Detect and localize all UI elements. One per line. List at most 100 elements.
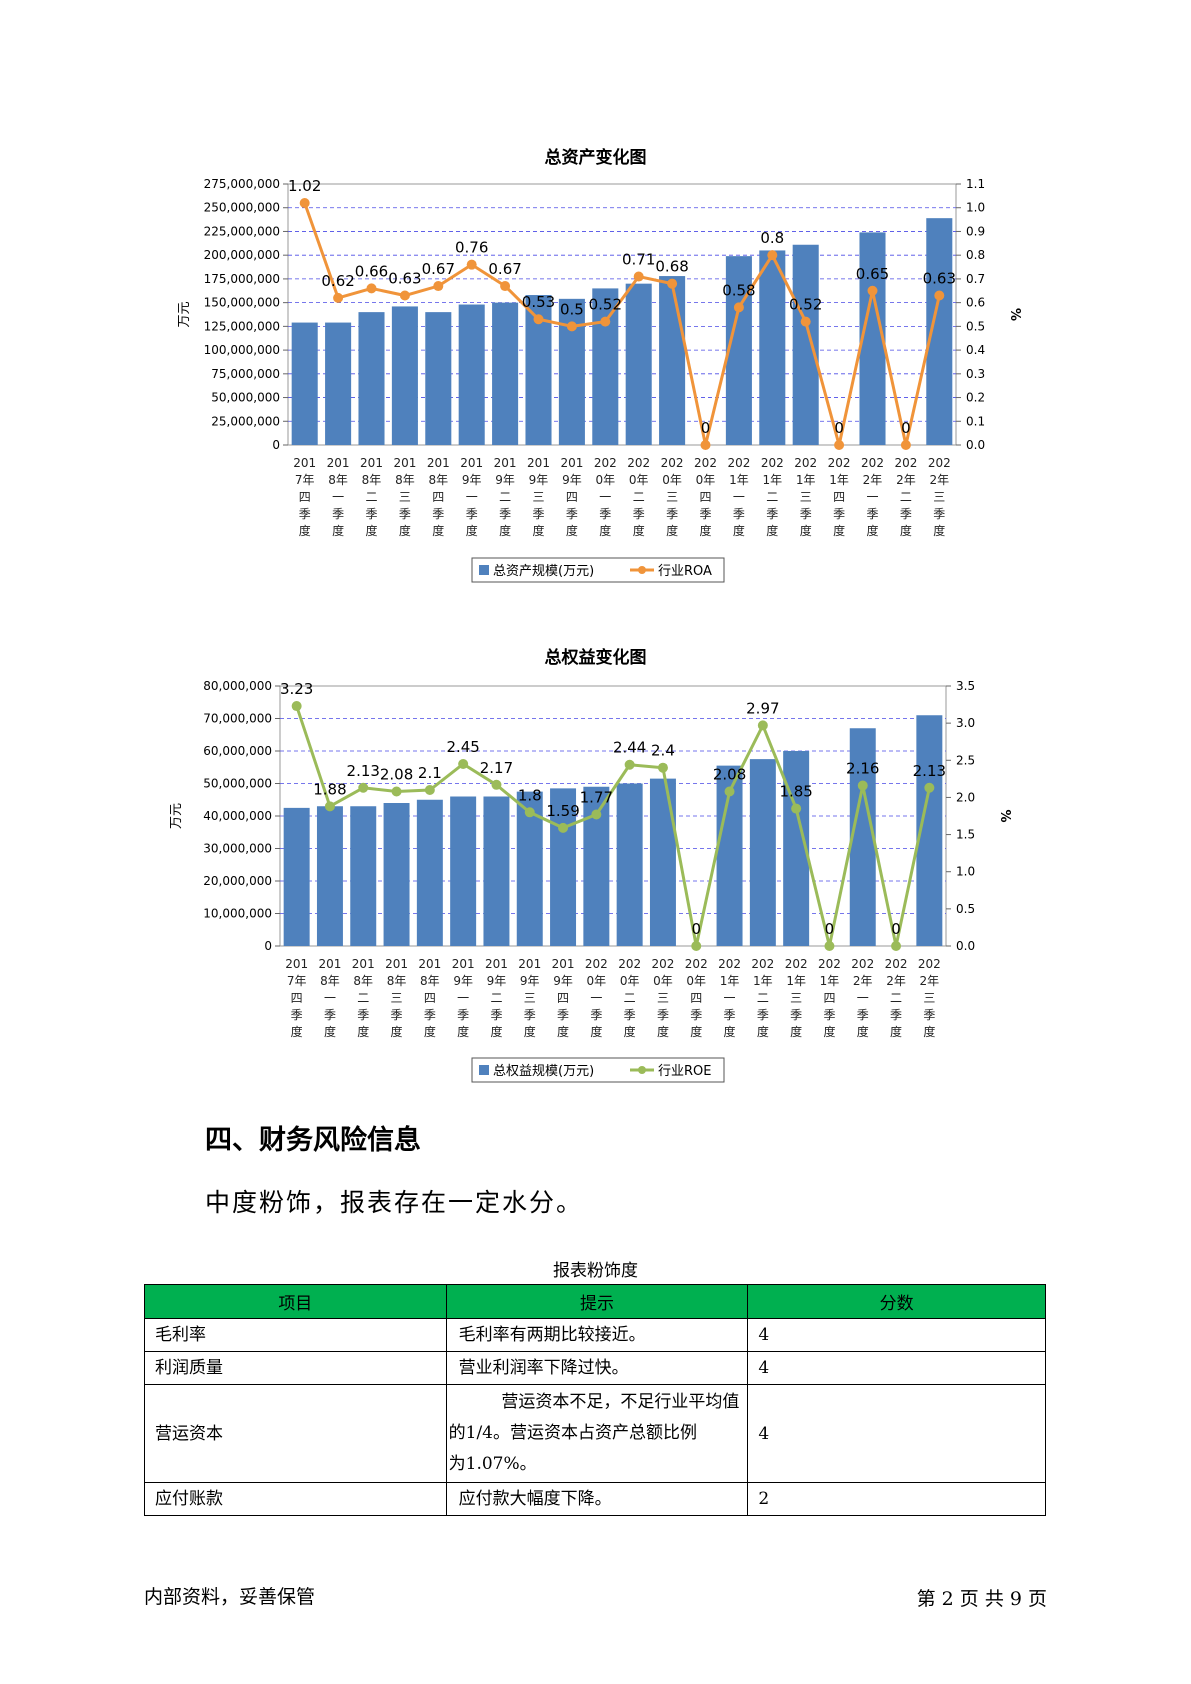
line-point <box>399 290 410 301</box>
x-tick-label: 季 <box>332 507 344 521</box>
x-tick-label: 9年 <box>520 974 540 988</box>
footer-confidential: 内部资料，妥善保管 <box>144 1586 316 1608</box>
x-tick-label: 201 <box>285 957 308 971</box>
line-point <box>657 762 668 773</box>
data-label: 0 <box>901 419 911 437</box>
y2-tick-label: 1.1 <box>966 177 985 191</box>
bar <box>325 322 352 445</box>
x-tick-label: 三 <box>657 991 669 1005</box>
x-tick-label: 四 <box>432 490 444 504</box>
x-tick-label: 度 <box>690 1024 702 1039</box>
x-tick-label: 一 <box>457 991 469 1005</box>
x-tick-label: 四 <box>566 490 578 504</box>
x-tick-label: 一 <box>590 991 602 1005</box>
x-tick-label: 202 <box>585 957 608 971</box>
x-tick-label: 季 <box>633 507 645 521</box>
x-tick-label: 202 <box>851 957 874 971</box>
x-tick-label: 度 <box>399 523 411 538</box>
line-point <box>591 809 602 820</box>
y-tick-label: 40,000,000 <box>203 809 272 823</box>
x-tick-label: 202 <box>694 456 717 470</box>
line-point <box>624 759 635 770</box>
bar <box>283 807 310 946</box>
data-label: 0.52 <box>589 296 622 314</box>
legend-line-label: 行业ROA <box>658 564 712 579</box>
x-tick-label: 1年 <box>786 974 806 988</box>
y-tick-label: 125,000,000 <box>204 319 280 333</box>
x-tick-label: 度 <box>557 1024 569 1039</box>
row-item: 应付账款 <box>144 1482 447 1516</box>
data-label: 0.52 <box>789 296 822 314</box>
header-tip: 提示 <box>445 1284 749 1319</box>
x-tick-label: 二 <box>490 991 502 1005</box>
row-tip-line: 为1.07%。 <box>448 1454 537 1474</box>
x-tick-label: 一 <box>724 991 736 1005</box>
line-point <box>424 785 435 795</box>
bar <box>391 306 418 445</box>
x-tick-label: 季 <box>357 1008 369 1022</box>
x-tick-label: 2年 <box>863 473 883 487</box>
x-tick-label: 度 <box>590 1024 602 1039</box>
bar <box>749 759 776 946</box>
y-tick-label: 100,000,000 <box>204 343 280 357</box>
x-tick-label: 202 <box>828 456 851 470</box>
line-point <box>834 440 845 450</box>
x-tick-label: 度 <box>365 523 377 538</box>
x-tick-label: 三 <box>391 991 403 1005</box>
data-label: 2.13 <box>347 762 380 780</box>
x-tick-label: 三 <box>790 991 802 1005</box>
x-tick-label: 度 <box>724 1024 736 1039</box>
x-tick-label: 季 <box>757 1008 769 1022</box>
data-label: 1.59 <box>546 802 579 820</box>
x-tick-label: 1年 <box>762 473 782 487</box>
legend-line-marker <box>638 566 646 574</box>
bar <box>450 796 477 946</box>
x-tick-label: 度 <box>624 1024 636 1039</box>
y2-tick-label: 3.0 <box>956 716 975 730</box>
x-tick-label: 度 <box>499 523 511 538</box>
legend-box <box>471 1057 725 1083</box>
row-score: 2 <box>747 1482 1046 1516</box>
x-tick-label: 202 <box>894 456 917 470</box>
x-tick-label: 7年 <box>295 473 315 487</box>
data-label: 1.02 <box>288 177 321 195</box>
x-tick-label: 季 <box>657 1008 669 1022</box>
x-tick-label: 季 <box>733 507 745 521</box>
data-label: 0.71 <box>622 251 655 269</box>
x-tick-label: 9年 <box>453 974 473 988</box>
y-tick-label: 70,000,000 <box>203 712 272 726</box>
x-tick-label: 三 <box>524 991 536 1005</box>
x-tick-label: 季 <box>399 507 411 521</box>
x-tick-label: 季 <box>790 1008 802 1022</box>
row-tip-line: 的1/4。营运资本占资产总额比例 <box>448 1423 697 1443</box>
line-point <box>358 782 369 793</box>
x-tick-label: 201 <box>385 957 408 971</box>
x-tick-label: 季 <box>532 507 544 521</box>
x-tick-label: 9年 <box>487 974 507 988</box>
data-label: 2.08 <box>380 765 413 783</box>
bar <box>759 250 786 445</box>
x-tick-label: 二 <box>499 490 511 504</box>
line-point <box>700 440 711 450</box>
chart2-title: 总权益变化图 <box>544 648 647 668</box>
x-tick-label: 四 <box>690 991 702 1005</box>
data-label: 2.45 <box>446 738 479 756</box>
y2-tick-label: 0.2 <box>966 391 985 405</box>
x-tick-label: 季 <box>590 1008 602 1022</box>
x-tick-label: 9年 <box>553 974 573 988</box>
x-tick-label: 8年 <box>320 974 340 988</box>
y2-tick-label: 0.6 <box>966 296 985 310</box>
x-tick-label: 一 <box>599 490 611 504</box>
data-label: 0.63 <box>388 270 421 288</box>
data-label: 2.1 <box>418 764 442 782</box>
x-tick-label: 度 <box>424 1024 436 1039</box>
x-tick-label: 1年 <box>829 473 849 487</box>
line-point <box>500 281 511 292</box>
section-heading: 四、财务风险信息 <box>205 1125 421 1156</box>
x-tick-label: 201 <box>360 456 383 470</box>
table-row: 营运资本 营运资本不足，不足行业平均值 的1/4。营运资本占资产总额比例 为1.… <box>144 1384 1046 1483</box>
x-tick-label: 201 <box>418 957 441 971</box>
plot-area <box>287 183 957 446</box>
total-assets-chart: 275,000,000 250,000,000 225,000,000 200,000… <box>177 177 1022 583</box>
x-tick-label: 202 <box>685 957 708 971</box>
